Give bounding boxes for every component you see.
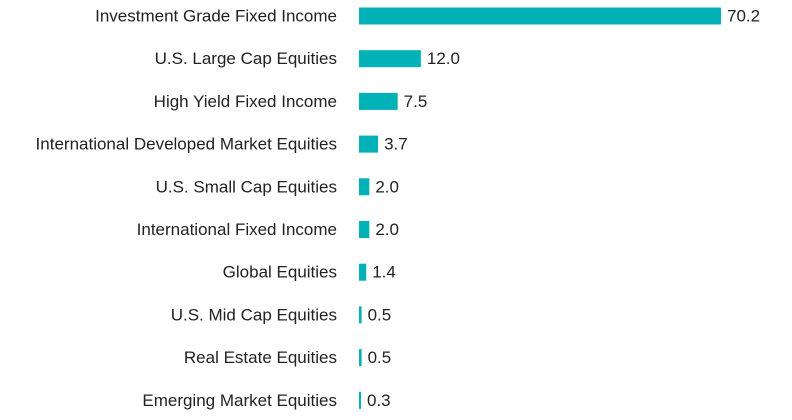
category-label: Global Equities: [223, 263, 337, 282]
category-label: U.S. Mid Cap Equities: [171, 305, 337, 324]
category-label: U.S. Small Cap Equities: [156, 177, 337, 196]
category-labels: Investment Grade Fixed Income U.S. Large …: [36, 7, 337, 410]
value-label: 0.3: [367, 391, 391, 410]
value-label: 1.4: [372, 263, 396, 282]
bar: [359, 178, 370, 196]
category-label: U.S. Large Cap Equities: [155, 49, 337, 68]
value-label: 0.5: [368, 348, 392, 367]
value-label: 0.5: [368, 305, 392, 324]
category-label: Investment Grade Fixed Income: [95, 7, 337, 26]
value-labels: 70.2 12.0 7.5 3.7 2.0 2.0 1.4 0.5 0.5 0.3: [367, 7, 760, 410]
bar: [359, 306, 362, 324]
value-label: 2.0: [375, 220, 399, 239]
bar: [359, 263, 367, 281]
bars: [359, 7, 721, 409]
value-label: 3.7: [384, 135, 408, 154]
category-label: Emerging Market Equities: [142, 391, 337, 410]
category-label: High Yield Fixed Income: [154, 92, 337, 111]
value-label: 70.2: [727, 7, 760, 26]
value-label: 7.5: [404, 92, 428, 111]
bar: [359, 7, 721, 25]
bar: [359, 349, 362, 367]
category-label: International Fixed Income: [137, 220, 337, 239]
bar: [359, 391, 361, 409]
category-label: Real Estate Equities: [184, 348, 337, 367]
bar: [359, 221, 370, 238]
bar: [359, 50, 421, 68]
bar: [359, 135, 379, 153]
value-label: 2.0: [375, 177, 399, 196]
value-label: 12.0: [427, 49, 460, 68]
bar: [359, 92, 398, 110]
category-label: International Developed Market Equities: [36, 135, 337, 154]
